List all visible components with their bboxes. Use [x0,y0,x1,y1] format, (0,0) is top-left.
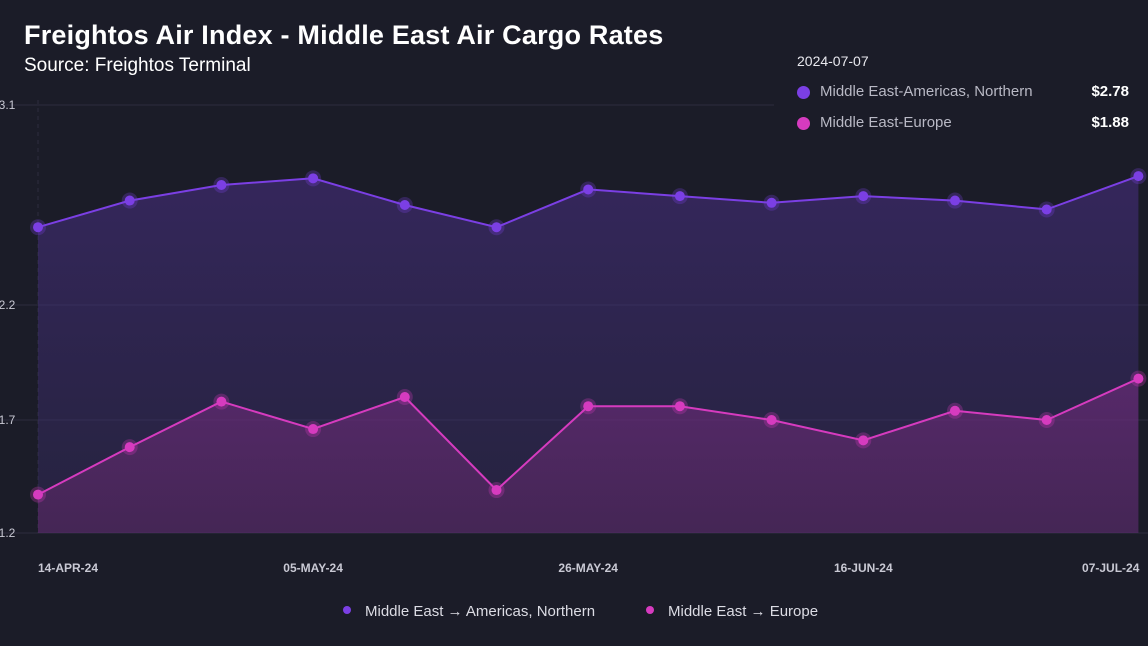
data-point [950,195,960,206]
tooltip-row-americas: Middle East-Americas, Northern $2.78 [797,82,1129,102]
data-point [766,415,777,425]
data-point [1133,171,1144,182]
x-tick-label: 05-MAY-24 [283,561,343,575]
tooltip-row-europe: Middle East-Europe $1.88 [797,113,1129,133]
data-point [674,401,685,412]
data-point [491,222,502,233]
legend-dot-icon [646,606,654,614]
chart-subtitle: Source: Freightos Terminal [24,55,251,76]
data-point [858,435,869,446]
data-point [766,197,777,208]
hover-tooltip: 2024-07-07 Middle East-Americas, Norther… [774,44,1148,140]
legend-dot-icon [343,606,351,614]
x-tick-label: 14-APR-24 [38,561,98,575]
chart-legend: Middle East → Americas, Northern Middle … [0,603,1148,623]
data-point [399,392,410,402]
legend-item-europe[interactable]: Middle East → Europe [646,603,818,620]
series-color-dot [797,86,810,99]
tooltip-series-name: Middle East-Americas, Northern [820,83,1033,100]
y-tick-label: $1.7 [0,413,16,427]
series-area [38,378,1139,533]
data-point [950,405,960,416]
x-tick-label: 07-JUL-24 [1082,561,1140,575]
data-point [1041,204,1052,215]
x-tick-label: 16-JUN-24 [834,561,893,575]
y-tick-label: $3.1 [0,98,16,112]
data-point [308,173,319,184]
data-point [308,424,319,435]
series-color-dot [797,117,810,130]
data-point [124,195,135,206]
data-point [1041,415,1052,425]
data-point [33,489,43,500]
legend-item-americas[interactable]: Middle East → Americas, Northern [343,603,595,620]
data-point [33,222,43,233]
data-point [858,191,869,202]
tooltip-series-value: $2.78 [1091,83,1129,100]
data-point [674,191,685,202]
data-point [399,200,410,210]
y-tick-label: $1.2 [0,526,16,540]
legend-label: Middle East → Americas, Northern [365,603,596,620]
data-point [216,180,227,190]
data-point [216,396,227,407]
chart-title: Freightos Air Index - Middle East Air Ca… [24,20,664,50]
y-tick-label: $2.2 [0,298,16,312]
tooltip-series-name: Middle East-Europe [820,114,952,131]
data-point [491,485,502,496]
data-point [583,401,594,412]
data-point [1133,373,1144,384]
x-tick-label: 26-MAY-24 [558,561,618,575]
data-point [124,442,135,453]
tooltip-series-value: $1.88 [1091,114,1129,131]
tooltip-date: 2024-07-07 [797,53,869,69]
legend-label: Middle East → Europe [668,603,819,620]
data-point [583,184,594,195]
